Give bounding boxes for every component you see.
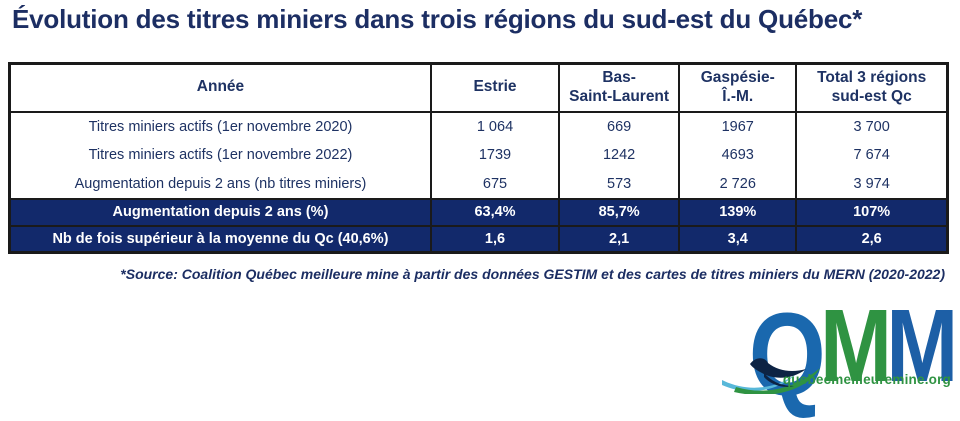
cell-value: 669 (558, 111, 680, 141)
row-label: Titres miniers actifs (1er novembre 2022… (88, 147, 353, 163)
page-title: Évolution des titres miniers dans trois … (12, 4, 863, 34)
cell-value: 573 (558, 169, 680, 199)
column-header-estrie: Estrie (429, 63, 560, 113)
cell-value: 675 (429, 169, 560, 199)
column-header-total: Total 3 régions sud-est Qc (795, 63, 948, 113)
cell-value: 1,6 (429, 224, 560, 253)
cell-value: 1739 (429, 140, 560, 170)
source-note: *Source: Coalition Québec meilleure mine… (120, 266, 945, 282)
cell-value: 139% (678, 197, 797, 226)
table-row: Titres miniers actifs (1er novembre 2022… (10, 140, 948, 170)
table-body: Titres miniers actifs (1er novembre 2020… (9, 111, 948, 253)
table-row: Augmentation depuis 2 ans (nb titres min… (10, 169, 948, 199)
mining-titles-table: Année Estrie Bas- Saint-Laurent Gaspésie… (8, 62, 949, 254)
cell-value: 3 974 (795, 169, 948, 199)
logo-website-url: quebecmeilleuremine.org (782, 372, 951, 387)
qmm-logo-letters: QMM (748, 294, 958, 414)
table-row: Nb de fois supérieur à la moyenne du Qc … (9, 224, 948, 253)
cell-value: 2 726 (678, 169, 797, 199)
row-label: Augmentation depuis 2 ans (%) (9, 197, 431, 226)
table-row: Augmentation depuis 2 ans (%) 63,4% 85,7% 1… (9, 197, 948, 226)
cell-value: 1967 (678, 111, 797, 141)
table-row: Titres miniers actifs (1er novembre 2020… (10, 111, 948, 141)
cell-value: 63,4% (429, 197, 560, 226)
cell-value: 7 674 (795, 140, 948, 170)
row-label: Augmentation depuis 2 ans (nb titres min… (74, 175, 367, 192)
cell-value: 107% (795, 197, 948, 226)
column-header-bas-saint-laurent: Bas- Saint-Laurent (558, 63, 680, 113)
table-header: Année Estrie Bas- Saint-Laurent Gaspésie… (9, 63, 948, 113)
bird-swoosh-icon (722, 358, 820, 394)
column-header-annee: Année (9, 63, 431, 113)
cell-value: 1 064 (429, 111, 560, 141)
column-header-gaspesie: Gaspésie- Î.-M. (678, 63, 797, 113)
cell-value: 1242 (558, 140, 680, 170)
logo-letter-m2: M (885, 288, 958, 403)
cell-value: 3 700 (795, 111, 948, 141)
cell-value: 2,1 (558, 224, 680, 253)
logo-letter-q: Q (748, 289, 825, 421)
row-label: Titres miniers actifs (1er novembre 2020… (88, 118, 353, 135)
logo-letter-m1: M (819, 288, 892, 403)
cell-value: 4693 (678, 140, 797, 170)
cell-value: 85,7% (558, 197, 680, 226)
qmm-logo: QMM quebecmeilleuremine.org (722, 294, 958, 414)
cell-value: 2,6 (795, 224, 948, 253)
cell-value: 3,4 (678, 224, 797, 253)
row-label: Nb de fois supérieur à la moyenne du Qc … (9, 224, 431, 253)
